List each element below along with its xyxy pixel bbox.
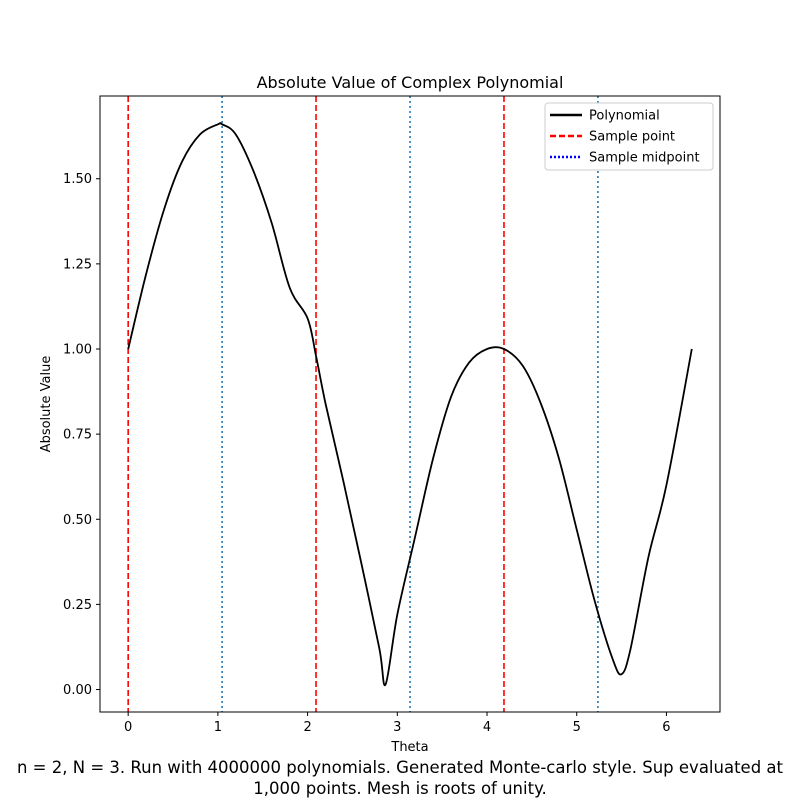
vertical-lines: [127, 96, 599, 712]
polynomial-series: [127, 122, 693, 687]
y-tick-label-2: 0.50: [63, 513, 92, 528]
legend-label-2: Sample midpoint: [589, 151, 700, 166]
x-tick-label-1: 1: [214, 720, 222, 735]
y-axis: 0.00 0.25 0.50 0.75 1.00 1.25 1.50: [63, 172, 100, 698]
figure-caption: n = 2, N = 3. Run with 4000000 polynomia…: [16, 758, 784, 798]
polynomial-line: [127, 122, 693, 687]
legend: Polynomial Sample point Sample midpoint: [544, 102, 714, 171]
x-tick-label-2: 2: [303, 720, 311, 735]
y-tick-label-3: 0.75: [63, 428, 92, 443]
chart-title: Absolute Value of Complex Polynomial: [257, 73, 564, 92]
legend-box: [544, 102, 714, 171]
x-tick-label-3: 3: [393, 720, 401, 735]
y-tick-label-4: 1.00: [63, 343, 92, 358]
x-axis-label: Theta: [390, 740, 428, 755]
legend-label-1: Sample point: [589, 130, 675, 145]
x-tick-label-4: 4: [483, 720, 491, 735]
plot-frame: [99, 95, 721, 713]
x-tick-label-5: 5: [573, 720, 581, 735]
y-axis-label: Absolute Value: [39, 356, 54, 453]
y-tick-label-5: 1.25: [63, 257, 92, 272]
y-tick-label-1: 0.25: [63, 598, 92, 613]
y-tick-label-0: 0.00: [63, 683, 92, 698]
y-tick-label-6: 1.50: [63, 172, 92, 187]
legend-label-0: Polynomial: [589, 109, 660, 124]
x-axis: 0 1 2 3 4 5 6: [124, 712, 671, 735]
x-tick-label-6: 6: [662, 720, 670, 735]
x-tick-label-0: 0: [124, 720, 132, 735]
